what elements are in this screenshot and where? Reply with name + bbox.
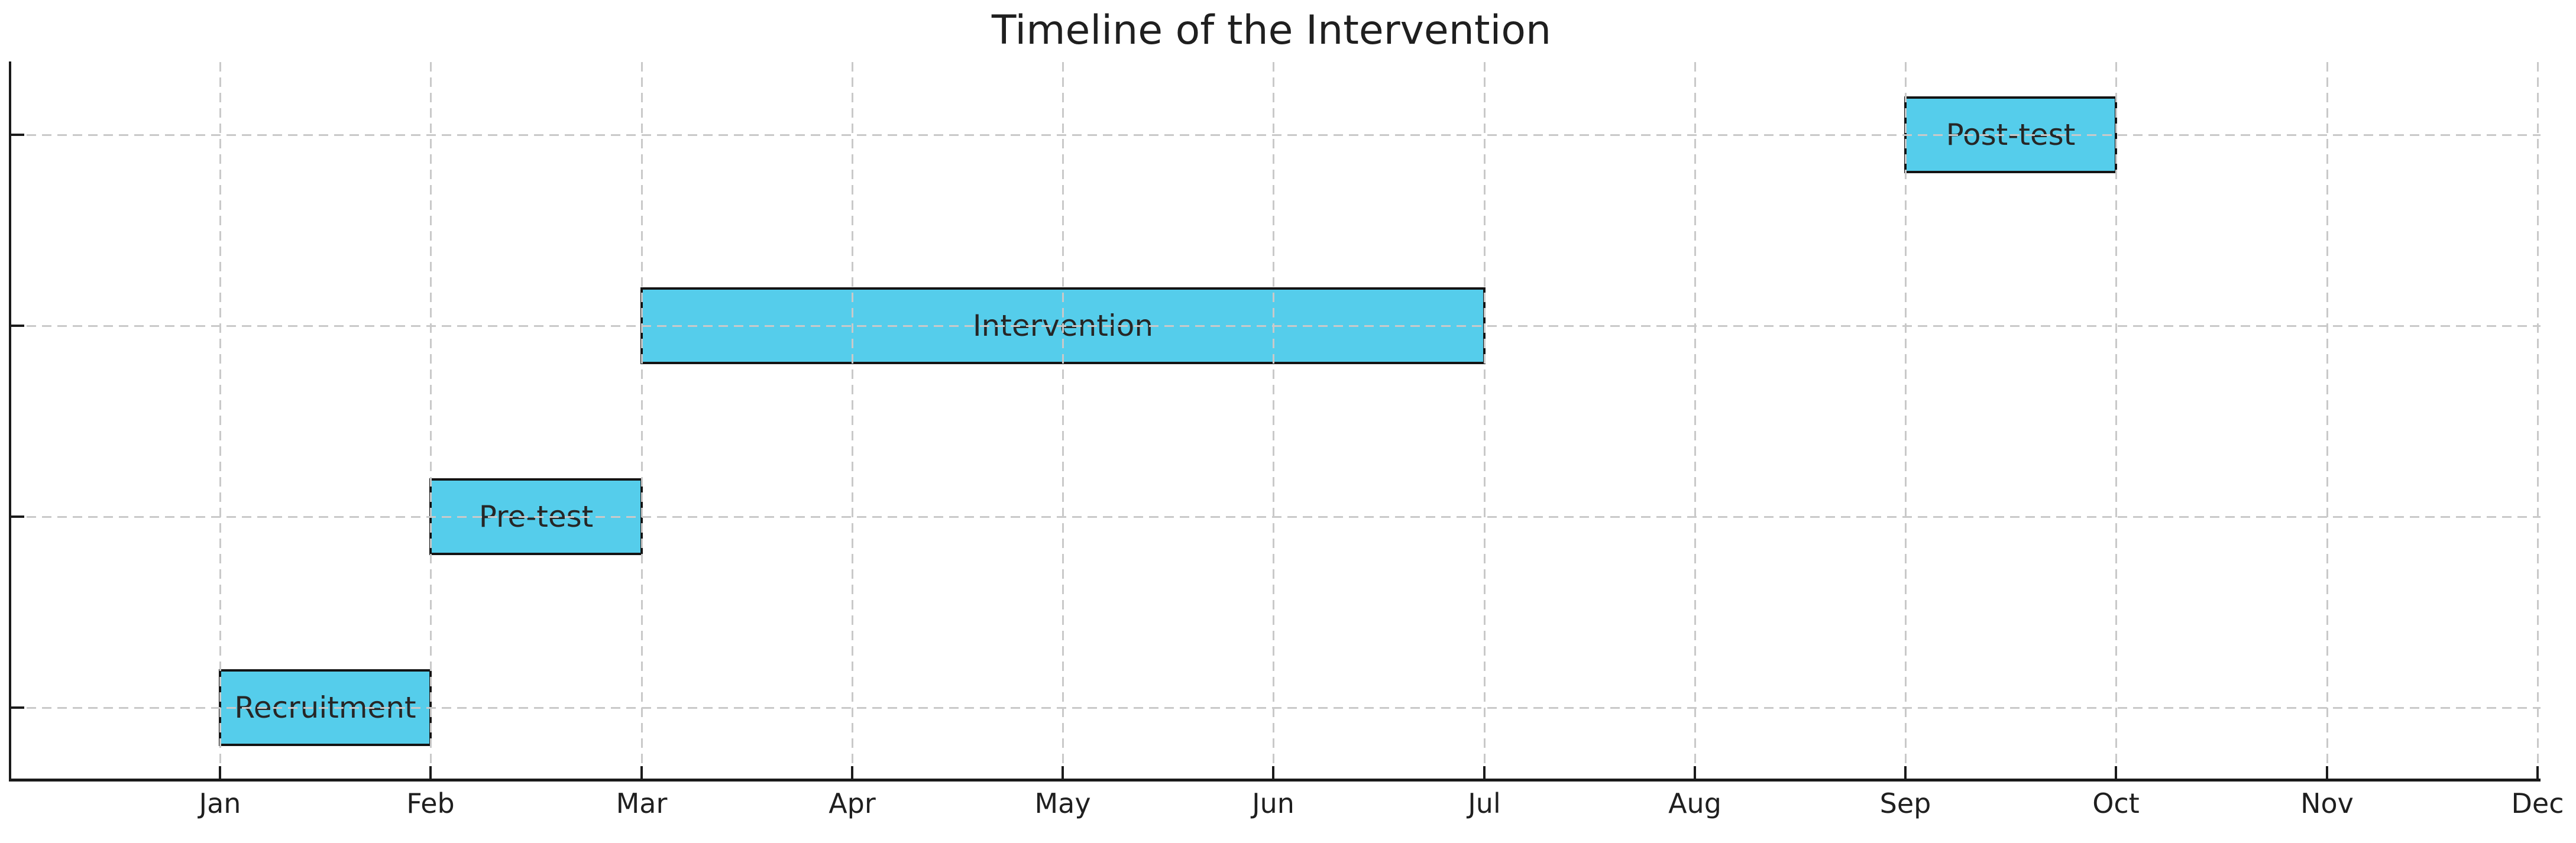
x-tick-nov xyxy=(2326,766,2328,779)
x-tick-jun xyxy=(1272,766,1274,779)
horizontal-gridline-row1 xyxy=(11,134,2541,136)
x-tick-jan xyxy=(219,766,221,779)
y-tick-row4 xyxy=(11,706,24,709)
x-tick-label: Jun xyxy=(1252,787,1295,819)
x-tick-label: Jan xyxy=(199,787,241,819)
vertical-gridline-jun xyxy=(1273,62,1274,779)
x-tick-jul xyxy=(1483,766,1486,779)
x-tick-label: Apr xyxy=(829,787,876,819)
vertical-gridline-oct xyxy=(2115,62,2117,779)
vertical-gridline-sep xyxy=(1905,62,1907,779)
y-tick-row3 xyxy=(11,515,24,518)
x-tick-label: Nov xyxy=(2300,787,2354,819)
x-tick-label: Aug xyxy=(1668,787,1721,819)
y-tick-row2 xyxy=(11,325,24,327)
x-tick-label: Dec xyxy=(2511,787,2564,819)
x-tick-label: Feb xyxy=(406,787,455,819)
x-tick-label: Jul xyxy=(1468,787,1501,819)
vertical-gridline-apr xyxy=(852,62,853,779)
horizontal-gridline-row3 xyxy=(11,516,2541,518)
x-tick-label: Mar xyxy=(616,787,668,819)
x-tick-dec xyxy=(2536,766,2539,779)
x-tick-sep xyxy=(1904,766,1907,779)
vertical-gridline-jan xyxy=(219,62,221,779)
x-tick-label: May xyxy=(1034,787,1091,819)
x-axis-spine xyxy=(9,779,2541,782)
vertical-gridline-mar xyxy=(641,62,643,779)
vertical-gridline-aug xyxy=(1694,62,1696,779)
x-tick-label: Oct xyxy=(2092,787,2140,819)
vertical-gridline-feb xyxy=(430,62,432,779)
x-tick-may xyxy=(1062,766,1064,779)
vertical-gridline-jul xyxy=(1484,62,1486,779)
vertical-gridline-may xyxy=(1062,62,1064,779)
x-tick-feb xyxy=(429,766,432,779)
chart-title: Timeline of the Intervention xyxy=(991,7,1552,54)
x-tick-apr xyxy=(851,766,853,779)
x-tick-oct xyxy=(2115,766,2117,779)
x-tick-label: Sep xyxy=(1879,787,1931,819)
y-axis-spine xyxy=(9,61,11,782)
y-tick-row1 xyxy=(11,134,24,136)
vertical-gridline-nov xyxy=(2326,62,2328,779)
x-tick-aug xyxy=(1694,766,1696,779)
vertical-gridline-dec xyxy=(2537,62,2539,779)
horizontal-gridline-row4 xyxy=(11,707,2541,709)
x-tick-mar xyxy=(640,766,643,779)
horizontal-gridline-row2 xyxy=(11,325,2541,327)
